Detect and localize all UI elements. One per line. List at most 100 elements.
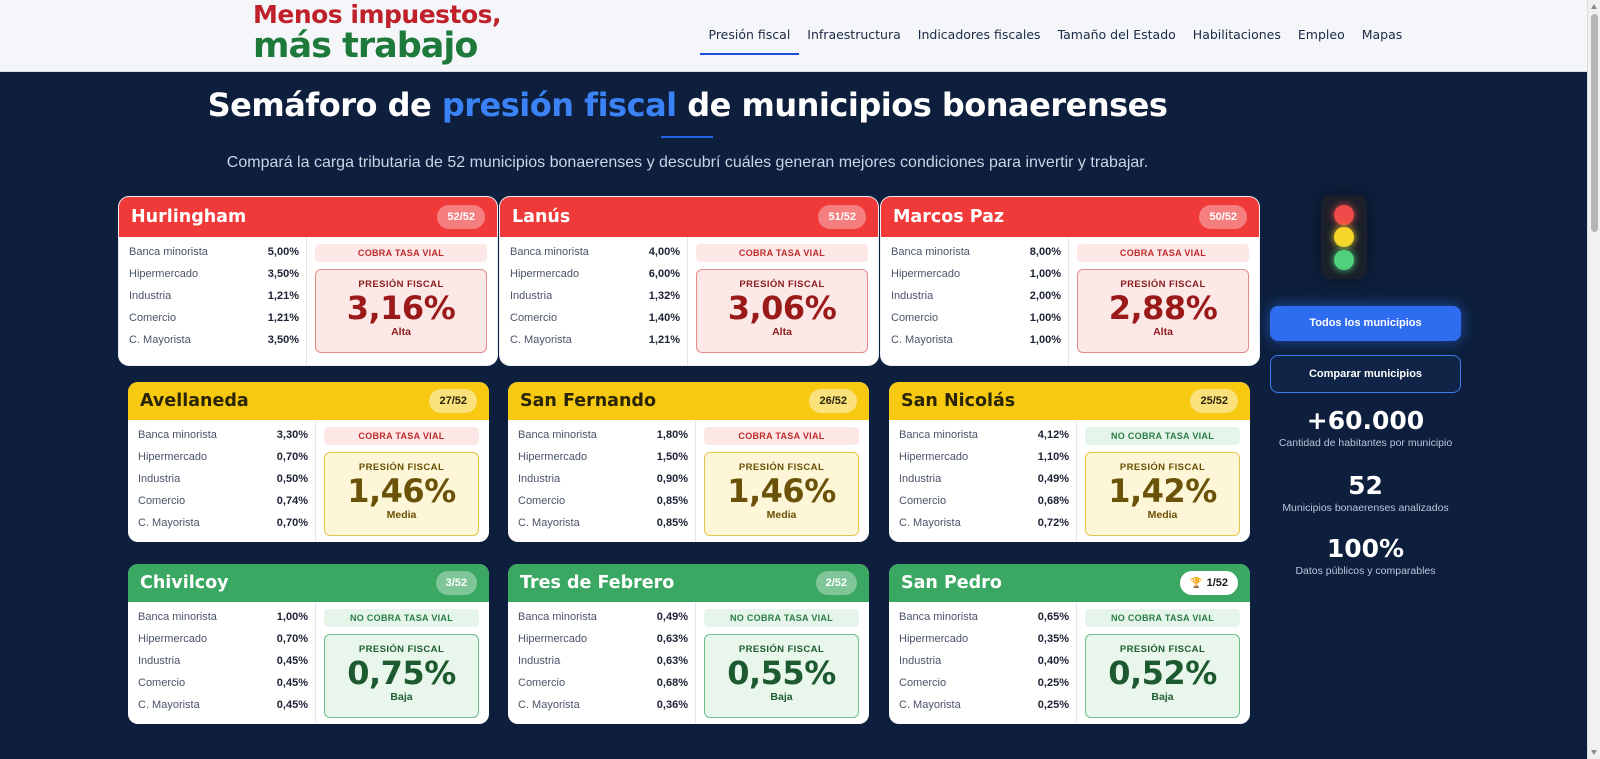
pressure-value: 1,46%	[347, 472, 456, 510]
municipality-name: Chivilcoy	[140, 573, 229, 593]
yellow-light-icon	[1334, 227, 1354, 247]
title-underline	[661, 136, 713, 138]
nav-presion-fiscal[interactable]: Presión fiscal	[700, 27, 799, 55]
stat-number: +60.000	[1306, 406, 1425, 435]
rate-row: Banca minorista 4,00%	[510, 241, 680, 263]
nav-tamano-del-estado[interactable]: Tamaño del Estado	[1057, 27, 1176, 42]
pressure-level: Baja	[1151, 691, 1174, 703]
stat-label: Datos públicos y comparables	[1295, 565, 1436, 577]
rate-value: 0,45%	[276, 699, 308, 711]
nav-mapas[interactable]: Mapas	[1361, 27, 1403, 42]
tasa-vial-badge: COBRA TASA VIAL	[704, 427, 859, 445]
rate-value: 0,70%	[276, 517, 308, 529]
rate-row: Banca minorista 8,00%	[891, 241, 1061, 263]
municipality-card[interactable]: Hurlingham 52/52 Banca minorista 5,00% H…	[119, 197, 497, 365]
stat-datos: 100% Datos públicos y comparables	[1270, 534, 1461, 577]
rate-row: Industria 0,90%	[518, 468, 688, 490]
pressure-label: PRESIÓN FISCAL	[358, 462, 445, 473]
scrollbar-thumb[interactable]	[1591, 14, 1598, 232]
rate-row: Hipermercado 0,63%	[518, 628, 688, 650]
municipality-name: San Nicolás	[901, 391, 1016, 411]
card-divider	[315, 602, 316, 724]
pressure-level: Alta	[772, 326, 792, 338]
rate-row: Comercio 0,68%	[518, 672, 688, 694]
rank-value: 27/52	[439, 395, 467, 407]
rate-value: 4,00%	[648, 246, 680, 258]
rate-name: Comercio	[891, 312, 939, 324]
rank-value: 1/52	[1206, 577, 1228, 589]
card-body: Banca minorista 4,12% Hipermercado 1,10%…	[889, 420, 1250, 542]
pressure-level: Baja	[770, 691, 793, 703]
rate-value: 0,49%	[1037, 473, 1069, 485]
rate-name: Comercio	[899, 495, 947, 507]
card-body: Banca minorista 1,80% Hipermercado 1,50%…	[508, 420, 869, 542]
municipality-card[interactable]: Marcos Paz 50/52 Banca minorista 8,00% H…	[881, 197, 1259, 365]
card-header: Hurlingham 52/52	[119, 197, 497, 237]
nav-habilitaciones[interactable]: Habilitaciones	[1192, 27, 1281, 42]
rate-value: 0,63%	[656, 633, 688, 645]
municipality-card[interactable]: San Fernando 26/52 Banca minorista 1,80%…	[508, 382, 869, 542]
rate-value: 0,25%	[1037, 699, 1069, 711]
scroll-down-icon[interactable]	[1591, 750, 1597, 755]
pressure-box: PRESIÓN FISCAL 1,46% Media	[324, 452, 479, 536]
rate-name: Hipermercado	[129, 268, 199, 280]
pressure-box: PRESIÓN FISCAL 2,88% Alta	[1077, 269, 1249, 353]
all-municipalities-button[interactable]: Todos los municipios	[1270, 306, 1461, 341]
tasa-vial-badge: COBRA TASA VIAL	[1077, 244, 1249, 262]
pressure-box: PRESIÓN FISCAL 1,42% Media	[1085, 452, 1240, 536]
scroll-up-icon[interactable]	[1591, 4, 1597, 9]
municipality-card[interactable]: Tres de Febrero 2/52 Banca minorista 0,4…	[508, 564, 869, 724]
card-divider	[315, 420, 316, 542]
rate-row: Comercio 1,21%	[129, 307, 299, 329]
logo-line1: Menos impuestos,	[253, 0, 502, 29]
rate-value: 1,80%	[656, 429, 688, 441]
rate-name: Industria	[899, 655, 942, 667]
rate-row: Comercio 0,74%	[138, 490, 308, 512]
municipality-name: Tres de Febrero	[520, 573, 675, 593]
rate-value: 1,00%	[1029, 312, 1061, 324]
rate-name: Industria	[129, 290, 172, 302]
municipality-card[interactable]: San Pedro 🏆 1/52 Banca minorista 0,65% Hi…	[889, 564, 1250, 724]
rates-list: Banca minorista 5,00% Hipermercado 3,50%…	[129, 241, 299, 351]
pressure-label: PRESIÓN FISCAL	[1120, 279, 1206, 290]
stat-municipios: 52 Municipios bonaerenses analizados	[1270, 471, 1461, 514]
rate-row: C. Mayorista 0,45%	[138, 694, 308, 716]
pressure-label: PRESIÓN FISCAL	[1119, 644, 1206, 655]
rate-value: 1,10%	[1037, 451, 1069, 463]
rate-name: Comercio	[510, 312, 558, 324]
pressure-label: PRESIÓN FISCAL	[358, 644, 445, 655]
card-divider	[695, 420, 696, 542]
rate-value: 8,00%	[1029, 246, 1061, 258]
rate-value: 0,49%	[656, 611, 688, 623]
rates-list: Banca minorista 3,30% Hipermercado 0,70%…	[138, 424, 308, 534]
rate-row: Comercio 1,40%	[510, 307, 680, 329]
rate-name: Hipermercado	[518, 633, 588, 645]
nav-empleo[interactable]: Empleo	[1297, 27, 1345, 42]
municipality-card[interactable]: San Nicolás 25/52 Banca minorista 4,12% …	[889, 382, 1250, 542]
page-scrollbar[interactable]	[1587, 0, 1600, 759]
pressure-value: 3,16%	[346, 289, 456, 327]
nav-infraestructura[interactable]: Infraestructura	[807, 27, 901, 42]
rate-name: C. Mayorista	[891, 334, 953, 346]
municipality-name: Hurlingham	[131, 207, 247, 227]
card-header: Lanús 51/52	[500, 197, 878, 237]
rate-row: Banca minorista 3,30%	[138, 424, 308, 446]
stat-label: Cantidad de habitantes por municipio	[1278, 437, 1453, 449]
card-body: Banca minorista 1,00% Hipermercado 0,70%…	[128, 602, 489, 724]
pressure-level: Baja	[390, 691, 413, 703]
municipality-card[interactable]: Lanús 51/52 Banca minorista 4,00% Hiperm…	[500, 197, 878, 365]
rate-name: Comercio	[129, 312, 177, 324]
compare-municipalities-button[interactable]: Comparar municipios	[1270, 355, 1461, 393]
rates-list: Banca minorista 8,00% Hipermercado 1,00%…	[891, 241, 1061, 351]
municipality-card[interactable]: Chivilcoy 3/52 Banca minorista 1,00% Hip…	[128, 564, 489, 724]
pressure-label: PRESIÓN FISCAL	[358, 279, 444, 290]
nav-indicadores-fiscales[interactable]: Indicadores fiscales	[917, 27, 1041, 42]
card-header: Tres de Febrero 2/52	[508, 564, 869, 602]
logo[interactable]: Menos impuestos, más trabajo	[253, 0, 502, 64]
rate-value: 3,50%	[267, 268, 299, 280]
rate-row: C. Mayorista 0,72%	[899, 512, 1069, 534]
municipality-card[interactable]: Avellaneda 27/52 Banca minorista 3,30% H…	[128, 382, 489, 542]
card-body: Banca minorista 5,00% Hipermercado 3,50%…	[119, 237, 497, 365]
rate-value: 0,40%	[1037, 655, 1069, 667]
rate-row: C. Mayorista 0,85%	[518, 512, 688, 534]
